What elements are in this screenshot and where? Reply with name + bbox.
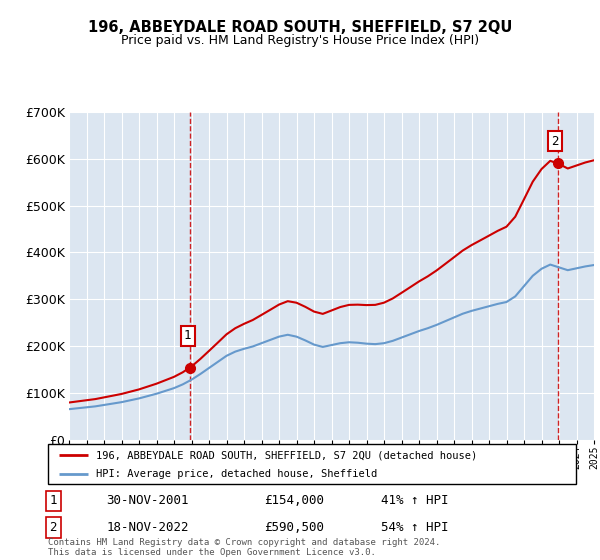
Text: 41% ↑ HPI: 41% ↑ HPI xyxy=(380,494,448,507)
Text: 18-NOV-2022: 18-NOV-2022 xyxy=(106,521,188,534)
Text: HPI: Average price, detached house, Sheffield: HPI: Average price, detached house, Shef… xyxy=(95,469,377,479)
Text: 54% ↑ HPI: 54% ↑ HPI xyxy=(380,521,448,534)
Text: 196, ABBEYDALE ROAD SOUTH, SHEFFIELD, S7 2QU: 196, ABBEYDALE ROAD SOUTH, SHEFFIELD, S7… xyxy=(88,20,512,35)
Text: 196, ABBEYDALE ROAD SOUTH, SHEFFIELD, S7 2QU (detached house): 196, ABBEYDALE ROAD SOUTH, SHEFFIELD, S7… xyxy=(95,450,477,460)
Text: 2: 2 xyxy=(551,134,559,147)
Text: 30-NOV-2001: 30-NOV-2001 xyxy=(106,494,188,507)
Text: £154,000: £154,000 xyxy=(265,494,325,507)
FancyBboxPatch shape xyxy=(48,444,576,484)
Text: Price paid vs. HM Land Registry's House Price Index (HPI): Price paid vs. HM Land Registry's House … xyxy=(121,34,479,46)
Text: 1: 1 xyxy=(50,494,57,507)
Text: £590,500: £590,500 xyxy=(265,521,325,534)
Text: 1: 1 xyxy=(184,329,191,343)
Text: Contains HM Land Registry data © Crown copyright and database right 2024.
This d: Contains HM Land Registry data © Crown c… xyxy=(48,538,440,557)
Text: 2: 2 xyxy=(50,521,57,534)
